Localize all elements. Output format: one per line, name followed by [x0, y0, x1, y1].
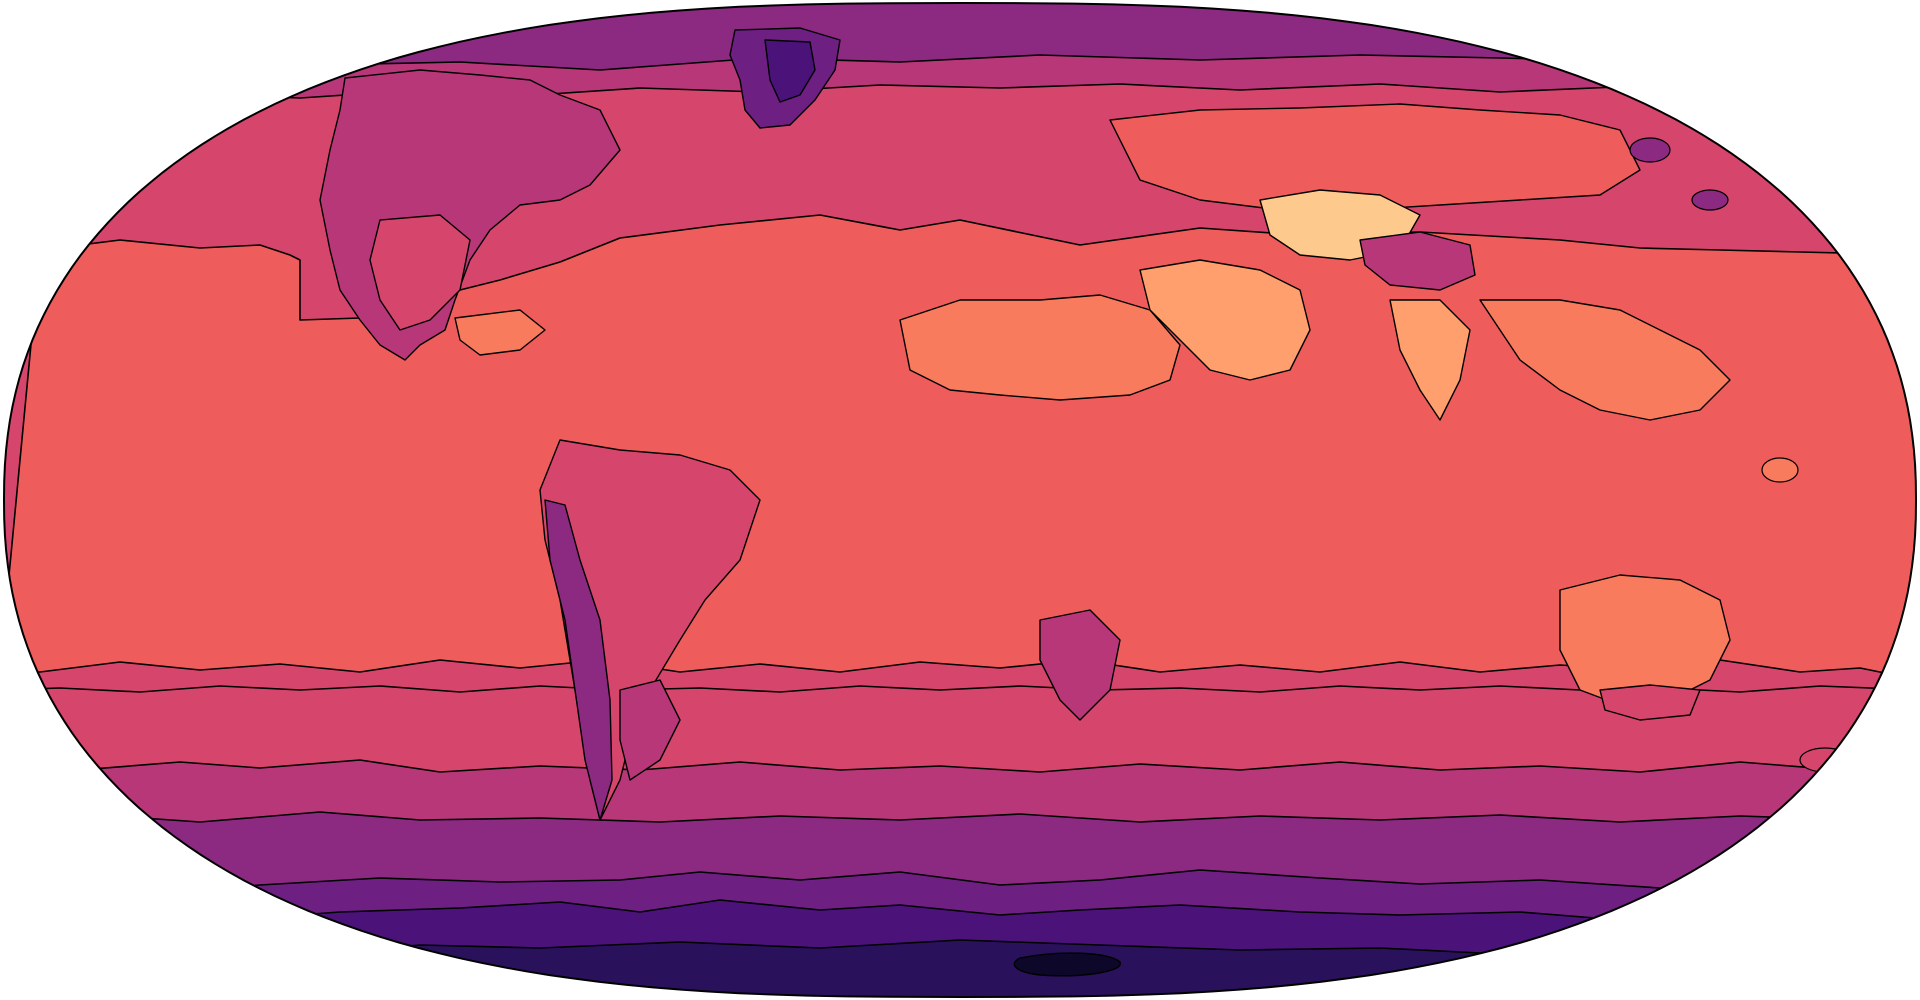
- band-antarctic-interior: [4, 939, 1916, 997]
- australia-south: [1599, 684, 1701, 721]
- southeast-asia-warm-zone: [1479, 299, 1731, 421]
- gulf-warm-zone: [454, 309, 546, 356]
- arctic-contour-2: [1691, 189, 1729, 211]
- africa-southern-cool: [1039, 609, 1121, 721]
- patagonia-cool-zone: [619, 679, 681, 781]
- arctic-contour: [1629, 137, 1671, 163]
- sahara-hot-zone: [899, 294, 1181, 401]
- greenland-core: [764, 39, 816, 103]
- eurasia-warm-zone: [1109, 103, 1641, 211]
- india-hot-zone: [1389, 299, 1471, 421]
- tibet-cool-zone: [1359, 231, 1476, 291]
- north-america-south: [369, 214, 471, 331]
- middle-east-hot-zone: [1139, 259, 1311, 381]
- new-zealand-contour: [1799, 747, 1851, 773]
- antarctic-plateau-core: [1013, 952, 1121, 977]
- australia-land: [1559, 574, 1731, 706]
- pacific-island-contour: [1761, 457, 1799, 483]
- andes-cool-strip: [544, 499, 613, 821]
